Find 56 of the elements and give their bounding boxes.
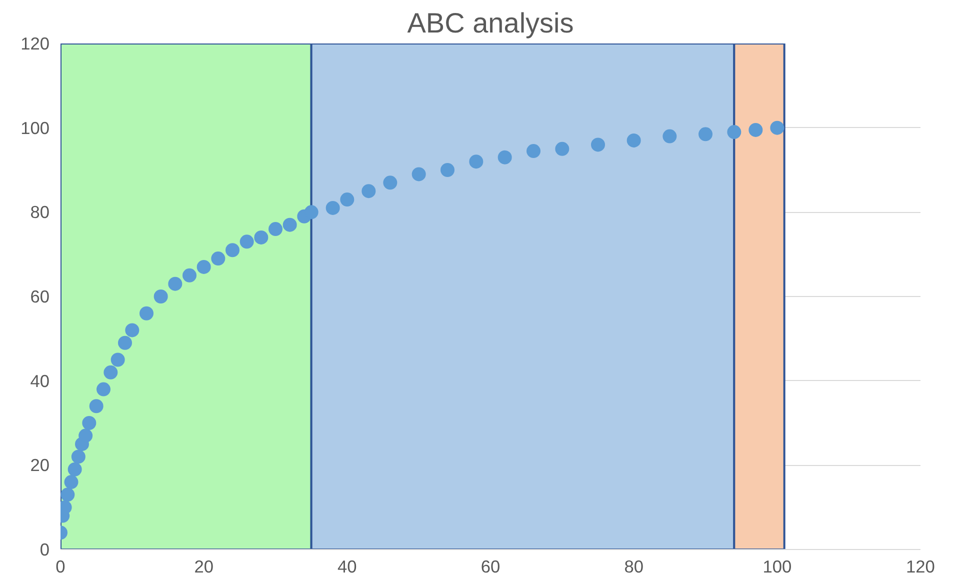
x-tick-label: 20 bbox=[194, 556, 214, 576]
y-tick-label: 100 bbox=[20, 118, 50, 138]
point bbox=[104, 365, 118, 380]
y-tick-label: 20 bbox=[30, 455, 50, 476]
point bbox=[770, 120, 784, 135]
x-tick-label: 100 bbox=[762, 556, 792, 576]
point bbox=[78, 428, 93, 443]
point bbox=[154, 290, 168, 304]
point bbox=[60, 488, 75, 502]
point bbox=[340, 192, 354, 207]
point bbox=[182, 268, 196, 282]
point bbox=[727, 125, 742, 140]
point bbox=[118, 336, 132, 350]
point bbox=[125, 323, 140, 338]
point bbox=[698, 127, 712, 142]
point bbox=[412, 167, 426, 182]
x-tick-label: 120 bbox=[906, 556, 935, 576]
point bbox=[110, 352, 125, 367]
point bbox=[71, 450, 86, 464]
y-tick-label: 0 bbox=[40, 540, 50, 560]
point bbox=[555, 142, 570, 156]
x-tick-label: 60 bbox=[480, 556, 500, 576]
point bbox=[68, 462, 82, 476]
point bbox=[304, 205, 318, 220]
point bbox=[282, 218, 297, 232]
x-tick-label: 0 bbox=[56, 556, 66, 576]
x-tick-label: 80 bbox=[624, 556, 644, 576]
point bbox=[626, 133, 641, 148]
point bbox=[196, 260, 211, 274]
point bbox=[662, 129, 677, 144]
point bbox=[96, 382, 110, 396]
point bbox=[211, 252, 226, 266]
chart-title: ABC analysis bbox=[407, 8, 574, 38]
point bbox=[168, 276, 182, 291]
y-tick-label: 80 bbox=[30, 202, 50, 222]
point bbox=[362, 184, 376, 198]
point bbox=[268, 222, 282, 236]
point bbox=[240, 234, 254, 249]
x-tick-label: 40 bbox=[338, 556, 357, 576]
point bbox=[64, 475, 78, 490]
point bbox=[498, 150, 512, 164]
point bbox=[440, 163, 454, 177]
point bbox=[254, 230, 268, 244]
y-tick-label: 60 bbox=[30, 286, 50, 306]
point bbox=[591, 138, 605, 152]
point bbox=[326, 200, 340, 215]
point bbox=[748, 122, 763, 137]
point bbox=[469, 154, 484, 169]
point bbox=[82, 416, 96, 430]
point bbox=[383, 176, 398, 190]
point bbox=[140, 306, 154, 320]
y-tick-label: 120 bbox=[20, 34, 50, 54]
point bbox=[226, 243, 240, 258]
y-tick-label: 40 bbox=[30, 370, 50, 391]
point bbox=[526, 144, 540, 158]
point bbox=[89, 399, 104, 414]
